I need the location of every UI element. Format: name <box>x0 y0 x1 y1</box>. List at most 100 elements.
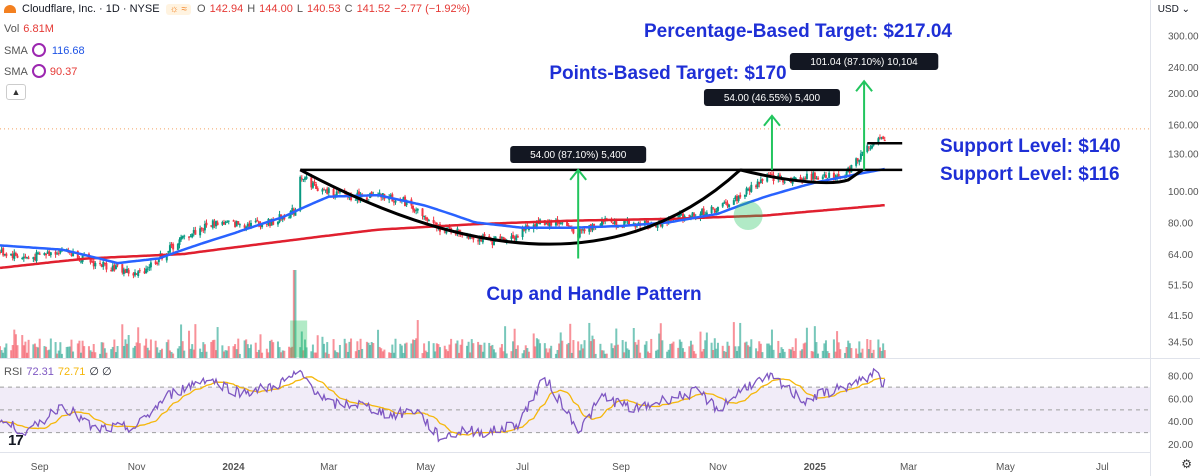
y-tick-label: 80.00 <box>1168 218 1193 229</box>
percentage-target-arrow-head <box>855 79 873 92</box>
volume-bar <box>632 328 635 358</box>
volume-bar <box>716 342 719 358</box>
candle-body <box>748 188 751 192</box>
candle-body <box>248 223 251 227</box>
candle-body <box>180 237 183 240</box>
candle-body <box>691 212 694 216</box>
candle-body <box>434 223 437 225</box>
candle-body <box>172 244 175 250</box>
candle-body <box>782 178 785 183</box>
candle-body <box>294 211 297 216</box>
volume-bar <box>170 351 173 358</box>
candle-body <box>14 253 17 256</box>
candle-body <box>111 265 114 271</box>
volume-bar <box>91 351 94 358</box>
volume-legend[interactable]: Vol 6.81M <box>4 23 54 35</box>
candle-body <box>168 245 171 253</box>
volume-bar <box>713 338 716 358</box>
volume-bar <box>0 346 1 358</box>
volume-bar <box>256 352 259 358</box>
volume-bar <box>704 340 707 358</box>
volume-bar <box>858 341 861 358</box>
volume-bar <box>635 344 638 358</box>
ticker-line[interactable]: Cloudflare, Inc. · 1D · NYSE <box>22 3 160 15</box>
volume-bar <box>677 347 680 358</box>
volume-bar <box>659 323 662 358</box>
candle-body <box>299 176 302 211</box>
volume-bar <box>666 351 669 358</box>
candle-body <box>114 265 117 270</box>
sma-fast-legend[interactable]: SMA 116.68 <box>4 43 85 57</box>
candle-body <box>46 251 49 254</box>
volume-bar <box>291 346 294 358</box>
candle-body <box>871 145 874 149</box>
volume-bar <box>192 349 195 358</box>
candle-body <box>337 191 340 193</box>
points-target-arrow-head <box>763 114 781 127</box>
candle-body <box>149 262 152 268</box>
candle-body <box>546 222 549 226</box>
volume-bar <box>205 351 208 358</box>
sma-slow-legend[interactable]: SMA 90.37 <box>4 64 77 78</box>
candle-body <box>615 221 618 227</box>
volume-bar <box>337 352 340 358</box>
volume-bar <box>855 348 858 358</box>
candle-body <box>234 221 237 228</box>
currency-selector[interactable]: USD ⌄ <box>1157 4 1190 15</box>
candle-body <box>661 221 664 227</box>
volume-bar <box>534 346 537 358</box>
volume-bar <box>365 341 368 358</box>
gear-icon[interactable]: ⚙ <box>1181 457 1192 471</box>
candle-body <box>402 197 405 200</box>
candle-body <box>612 222 615 225</box>
candle-body <box>257 221 260 224</box>
candle-body <box>305 176 308 179</box>
volume-bar <box>261 352 264 358</box>
volume-bar <box>799 350 802 358</box>
volume-bar <box>237 338 240 358</box>
candle-body <box>623 221 626 227</box>
candle-body <box>869 148 872 150</box>
rsi-value: 72.31 <box>26 366 54 378</box>
candle-body <box>512 234 515 239</box>
tradingview-logo-icon[interactable]: 17 <box>8 432 24 449</box>
indicator-settings-icon[interactable] <box>31 43 46 57</box>
volume-bar <box>545 348 548 358</box>
volume-bar <box>715 348 718 358</box>
volume-bar <box>801 349 804 358</box>
volume-bar <box>377 329 380 358</box>
volume-bar <box>723 351 726 358</box>
volume-bar <box>823 343 826 358</box>
candle-body <box>859 153 862 160</box>
volume-bar <box>283 350 286 358</box>
candle-body <box>213 221 216 226</box>
volume-bar <box>483 342 486 358</box>
candle-body <box>57 253 60 255</box>
candle-body <box>191 233 194 238</box>
volume-bar <box>589 341 592 358</box>
rsi-legend[interactable]: RSI 72.31 72.71 ∅ ∅ <box>4 365 112 378</box>
volume-bar <box>350 338 353 358</box>
volume-bar <box>48 349 51 358</box>
volume-bar <box>634 342 637 358</box>
candle-body <box>370 191 373 195</box>
volume-bar <box>194 324 197 358</box>
volume-bar <box>569 323 572 358</box>
chevron-up-icon[interactable]: ▲ <box>6 84 26 100</box>
candle-body <box>769 174 772 176</box>
volume-bar <box>100 342 103 358</box>
volume-bar <box>394 338 397 358</box>
volume-bar <box>701 351 704 358</box>
indicator-settings-icon[interactable] <box>31 64 46 78</box>
candle-body <box>426 218 429 221</box>
volume-bar <box>149 339 152 358</box>
volume-bar <box>343 338 346 358</box>
vol-value: 6.81M <box>23 23 54 35</box>
y-tick-label: 34.50 <box>1168 337 1193 348</box>
volume-bar <box>280 352 283 358</box>
volume-bar <box>216 327 219 358</box>
candle-body <box>728 204 731 208</box>
volume-bar <box>510 351 513 358</box>
volume-bar <box>470 339 473 358</box>
